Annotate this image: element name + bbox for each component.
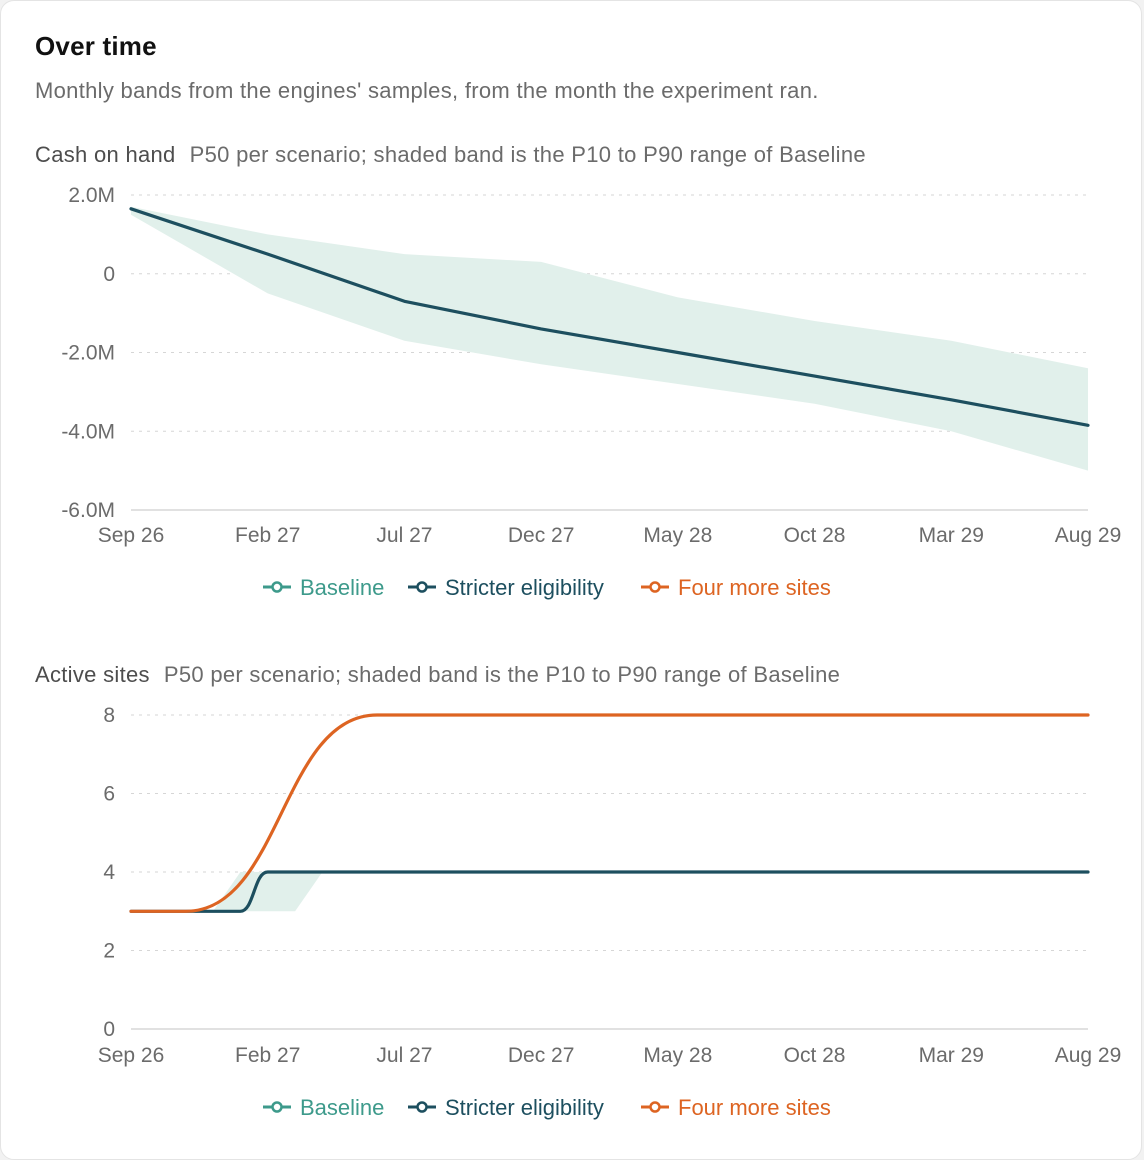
legend-swatch-marker [416, 581, 428, 593]
y-tick-label: 6 [103, 783, 115, 806]
y-tick-label: 8 [103, 704, 115, 727]
legend-item-baseline[interactable]: Baseline [263, 1095, 384, 1120]
series-line-stricter-eligibility [129, 207, 1090, 427]
legend-swatch-marker [271, 1101, 283, 1113]
section-subtitle: Monthly bands from the engines' samples,… [35, 78, 819, 103]
legend-item-four_more[interactable]: Four more sites [641, 575, 831, 600]
y-tick-label: -4.0M [61, 420, 115, 443]
cash-chart-heading: Cash on hand P50 per scenario; shaded ban… [35, 142, 866, 168]
x-tick-label: May 28 [643, 1044, 712, 1067]
x-tick-label: Jul 27 [376, 524, 432, 547]
sites-chart-title: Active sites [35, 662, 150, 687]
baseline-p10-p90-band [131, 206, 1088, 471]
x-tick-label: Oct 28 [784, 524, 846, 547]
legend-swatch-marker [416, 1101, 428, 1113]
y-tick-label: -2.0M [61, 342, 115, 365]
section-title: Over time [35, 31, 157, 61]
x-tick-label: Jul 27 [376, 1044, 432, 1067]
legend-item-stricter[interactable]: Stricter eligibility [408, 1095, 604, 1120]
cash-chart-subtitle: P50 per scenario; shaded band is the P10… [189, 142, 866, 167]
x-tick-label: Aug 29 [1055, 524, 1122, 547]
legend-label: Baseline [300, 575, 384, 600]
legend-item-stricter[interactable]: Stricter eligibility [408, 575, 604, 600]
x-tick-label: Aug 29 [1055, 1044, 1122, 1067]
x-tick-label: Dec 27 [508, 1044, 575, 1067]
x-tick-label: Mar 29 [919, 524, 984, 547]
y-tick-label: 2.0M [68, 184, 115, 207]
y-tick-label: 4 [103, 861, 115, 884]
cash-chart-title: Cash on hand [35, 142, 176, 167]
series-line-stricter-eligibility [129, 870, 1090, 913]
legend-label: Four more sites [678, 1095, 831, 1120]
y-tick-label: 2 [103, 940, 115, 963]
x-tick-label: Feb 27 [235, 524, 300, 547]
x-tick-label: Mar 29 [919, 1044, 984, 1067]
legend-item-baseline[interactable]: Baseline [263, 575, 384, 600]
x-tick-label: Oct 28 [784, 1044, 846, 1067]
x-tick-label: May 28 [643, 524, 712, 547]
legend-label: Stricter eligibility [445, 575, 604, 600]
x-tick-label: Feb 27 [235, 1044, 300, 1067]
y-tick-label: 0 [103, 263, 115, 286]
series-line-four-more-sites [129, 713, 1090, 913]
legend-label: Four more sites [678, 575, 831, 600]
sites-chart-subtitle: P50 per scenario; shaded band is the P10… [163, 662, 841, 687]
active-sites-chart: 8 6 4 2 0 Sep 26 Feb 27 Jul 27 Dec 27 May 28 Oct 2… [98, 704, 1122, 1120]
legend-item-four_more[interactable]: Four more sites [641, 1095, 831, 1120]
legend-label: Baseline [300, 1095, 384, 1120]
sites-chart-heading: Active sites P50 per scenario; shaded ban… [35, 662, 840, 688]
baseline-p10-p90-band [131, 872, 1088, 912]
legend-swatch-marker [649, 581, 661, 593]
x-tick-label: Sep 26 [98, 524, 165, 547]
y-tick-label: 0 [103, 1018, 115, 1041]
x-tick-label: Sep 26 [98, 1044, 165, 1067]
y-tick-label: -6.0M [61, 499, 115, 522]
legend-swatch-marker [649, 1101, 661, 1113]
legend-swatch-marker [271, 581, 283, 593]
legend-label: Stricter eligibility [445, 1095, 604, 1120]
x-tick-label: Dec 27 [508, 524, 575, 547]
